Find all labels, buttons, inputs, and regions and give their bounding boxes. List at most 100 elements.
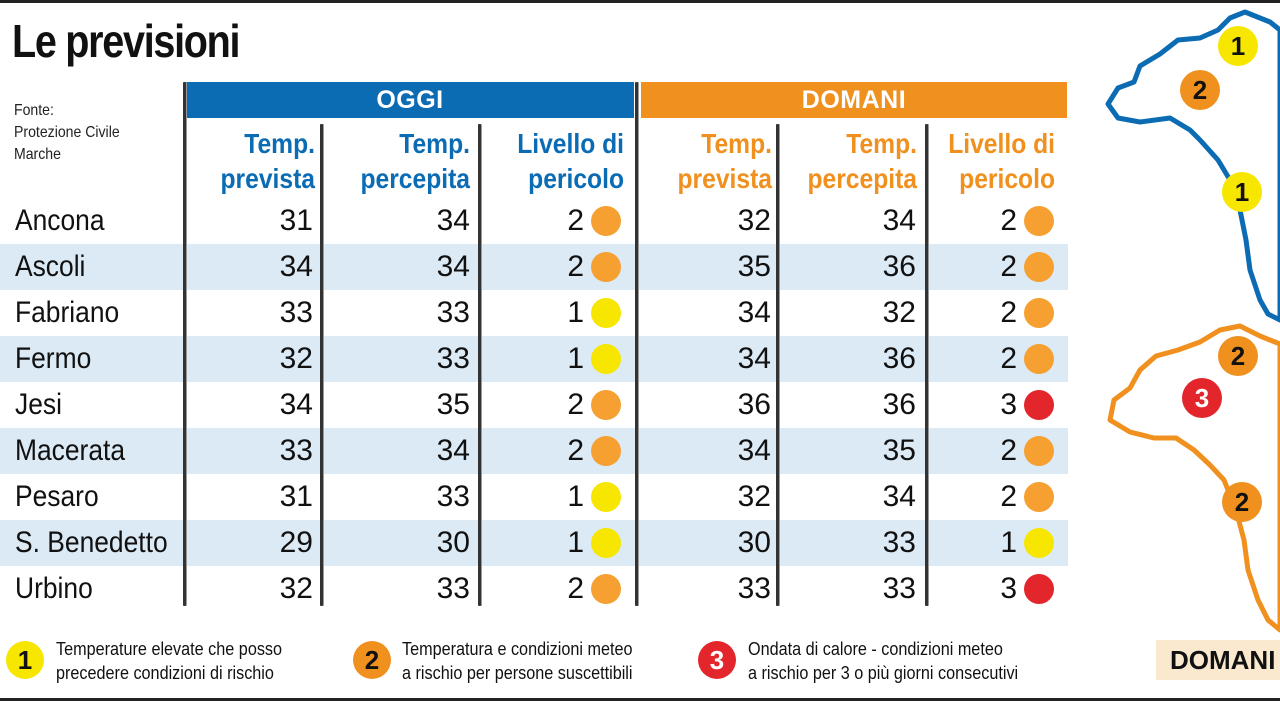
domani-temp-percepita: 34 xyxy=(882,480,916,513)
oggi-temp-prevista: 29 xyxy=(279,526,313,559)
header-domani-livello: Livello di pericolo xyxy=(948,128,1055,194)
domani-livello-dot xyxy=(1024,528,1054,558)
domani-temp-prevista: 36 xyxy=(737,388,771,421)
domani-livello: 3 xyxy=(1000,572,1017,605)
table-row: Macerata 33 34 2 34 35 2 xyxy=(0,428,1068,474)
map-domani-outline xyxy=(1107,323,1280,633)
map-badge-domani: 2 xyxy=(1222,482,1262,522)
header-domani-temp-percepita: Temp. percepita xyxy=(807,128,917,194)
oggi-temp-percepita: 33 xyxy=(436,480,470,513)
map-badge-oggi: 1 xyxy=(1222,172,1262,212)
column-divider xyxy=(183,82,186,606)
column-divider xyxy=(635,82,638,606)
legend-text-3: Ondata di calore - condizioni meteo a ri… xyxy=(748,639,1019,683)
domani-temp-percepita: 34 xyxy=(882,204,916,237)
oggi-livello-dot xyxy=(591,390,621,420)
domani-temp-prevista: 32 xyxy=(737,204,771,237)
table-row: Pesaro 31 33 1 32 34 2 xyxy=(0,474,1068,520)
city-name: Jesi xyxy=(15,388,62,421)
table-row: Fabriano 33 33 1 34 32 2 xyxy=(0,290,1068,336)
domani-header-band: DOMANI xyxy=(641,82,1067,118)
domani-livello-dot xyxy=(1024,574,1054,604)
oggi-livello-dot xyxy=(591,206,621,236)
map-oggi-outline xyxy=(1105,9,1280,323)
source-line: Fonte: xyxy=(14,102,54,119)
table-row: S. Benedetto 29 30 1 30 33 1 xyxy=(0,520,1068,566)
oggi-temp-percepita: 34 xyxy=(436,204,470,237)
header-domani-temp-prevista: Temp. prevista xyxy=(677,128,772,194)
domani-livello-dot xyxy=(1024,482,1054,512)
oggi-livello: 1 xyxy=(567,526,584,559)
oggi-livello-dot xyxy=(591,436,621,466)
oggi-temp-prevista: 31 xyxy=(279,204,313,237)
oggi-livello: 2 xyxy=(567,204,584,237)
city-name: Urbino xyxy=(15,572,93,605)
city-name: Ancona xyxy=(15,204,105,237)
oggi-livello: 1 xyxy=(567,296,584,329)
domani-temp-prevista: 34 xyxy=(737,342,771,375)
domani-temp-prevista: 33 xyxy=(737,572,771,605)
oggi-temp-prevista: 34 xyxy=(279,250,313,283)
domani-temp-percepita: 35 xyxy=(882,434,916,467)
domani-livello: 3 xyxy=(1000,388,1017,421)
domani-livello: 1 xyxy=(1000,526,1017,559)
oggi-temp-prevista: 33 xyxy=(279,296,313,329)
column-divider xyxy=(320,124,323,606)
domani-livello-dot xyxy=(1024,252,1054,282)
domani-temp-percepita: 33 xyxy=(882,526,916,559)
column-divider xyxy=(478,124,481,606)
oggi-livello: 2 xyxy=(567,250,584,283)
source-line: Marche xyxy=(14,146,61,163)
table-row: Fermo 32 33 1 34 36 2 xyxy=(0,336,1068,382)
table-row: Jesi 34 35 2 36 36 3 xyxy=(0,382,1068,428)
header-oggi-temp-prevista: Temp. prevista xyxy=(220,128,315,194)
domani-temp-prevista: 34 xyxy=(737,434,771,467)
oggi-livello-dot xyxy=(591,344,621,374)
oggi-livello: 2 xyxy=(567,434,584,467)
oggi-temp-prevista: 34 xyxy=(279,388,313,421)
source-note: Fonte: Protezione Civile Marche xyxy=(14,100,120,166)
top-border xyxy=(0,0,1280,3)
region-maps xyxy=(1105,9,1280,633)
domani-temp-percepita: 33 xyxy=(882,572,916,605)
domani-livello: 2 xyxy=(1000,250,1017,283)
domani-livello-dot xyxy=(1024,298,1054,328)
header-oggi-temp-percepita: Temp. percepita xyxy=(360,128,470,194)
domani-temp-prevista: 32 xyxy=(737,480,771,513)
domani-temp-prevista: 35 xyxy=(737,250,771,283)
oggi-livello-dot xyxy=(591,482,621,512)
map-badge-oggi: 1 xyxy=(1218,26,1258,66)
legend-text-2: Temperatura e condizioni meteo a rischio… xyxy=(402,639,633,683)
city-name: Fabriano xyxy=(15,296,120,329)
legend-badge-1: 1 xyxy=(6,641,44,679)
oggi-temp-prevista: 32 xyxy=(279,342,313,375)
legend-text-1: Temperature elevate che posso precedere … xyxy=(56,639,283,683)
source-line: Protezione Civile xyxy=(14,124,120,141)
oggi-temp-prevista: 32 xyxy=(279,572,313,605)
legend-badge-3: 3 xyxy=(698,641,736,679)
domani-livello: 2 xyxy=(1000,480,1017,513)
map-badge-oggi: 2 xyxy=(1180,70,1220,110)
legend-badge-2: 2 xyxy=(353,641,391,679)
column-divider xyxy=(776,124,779,606)
domani-temp-prevista: 34 xyxy=(737,296,771,329)
city-name: Pesaro xyxy=(15,480,99,513)
city-name: Macerata xyxy=(15,434,126,467)
domani-temp-percepita: 36 xyxy=(882,388,916,421)
oggi-temp-percepita: 34 xyxy=(436,434,470,467)
domani-livello-dot xyxy=(1024,206,1054,236)
domani-temp-percepita: 36 xyxy=(882,342,916,375)
domani-livello: 2 xyxy=(1000,204,1017,237)
oggi-livello: 2 xyxy=(567,572,584,605)
oggi-livello: 2 xyxy=(567,388,584,421)
city-name: Fermo xyxy=(15,342,92,375)
domani-livello-dot xyxy=(1024,344,1054,374)
header-oggi-livello: Livello di pericolo xyxy=(517,128,624,194)
oggi-livello-dot xyxy=(591,574,621,604)
oggi-temp-percepita: 33 xyxy=(436,572,470,605)
oggi-temp-percepita: 35 xyxy=(436,388,470,421)
oggi-temp-percepita: 30 xyxy=(436,526,470,559)
table-row: Ascoli 34 34 2 35 36 2 xyxy=(0,244,1068,290)
map-label-domani: DOMANI xyxy=(1156,640,1280,680)
map-badge-domani: 2 xyxy=(1218,336,1258,376)
